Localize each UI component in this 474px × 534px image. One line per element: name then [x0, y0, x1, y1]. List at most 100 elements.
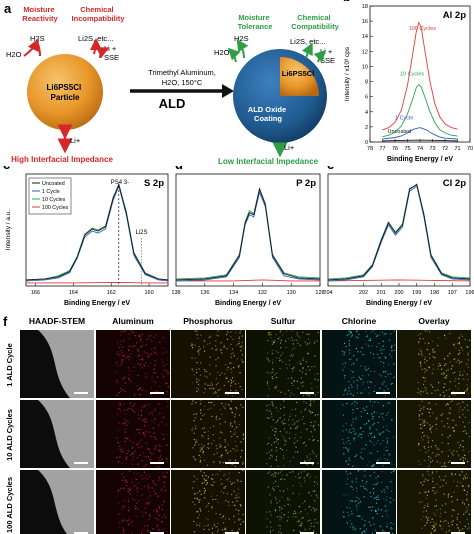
signal-pixel: [151, 420, 153, 422]
signal-pixel: [141, 359, 143, 361]
signal-pixel: [150, 348, 153, 350]
signal-pixel: [462, 528, 464, 530]
h2s-right: H2S: [234, 34, 249, 43]
signal-pixel: [370, 524, 372, 526]
signal-pixel: [353, 381, 355, 383]
signal-pixel: [293, 368, 295, 370]
signal-pixel: [196, 497, 198, 499]
signal-pixel: [301, 522, 303, 524]
signal-pixel: [167, 330, 170, 333]
signal-pixel: [275, 437, 277, 439]
signal-pixel: [230, 368, 232, 370]
signal-pixel: [220, 349, 222, 351]
signal-pixel: [208, 402, 210, 404]
signal-pixel: [466, 373, 468, 375]
signal-pixel: [116, 362, 118, 364]
signal-pixel: [148, 491, 150, 493]
signal-pixel: [424, 419, 426, 421]
signal-pixel: [314, 509, 316, 511]
signal-pixel: [153, 351, 155, 353]
signal-pixel: [160, 450, 162, 452]
signal-pixel: [466, 404, 468, 406]
signal-pixel: [161, 509, 163, 511]
signal-pixel: [422, 431, 424, 434]
signal-pixel: [281, 517, 283, 519]
signal-pixel: [377, 509, 379, 511]
signal-pixel: [424, 387, 426, 389]
signal-pixel: [435, 499, 437, 501]
signal-pixel: [431, 525, 433, 527]
signal-pixel: [206, 525, 208, 527]
signal-pixel: [238, 519, 240, 521]
signal-pixel: [369, 381, 371, 383]
signal-pixel: [270, 514, 272, 516]
signal-pixel: [211, 505, 213, 508]
signal-pixel: [295, 427, 297, 429]
signal-pixel: [314, 500, 316, 502]
signal-pixel: [271, 444, 273, 446]
signal-pixel: [282, 361, 284, 363]
signal-pixel: [369, 391, 371, 393]
signal-pixel: [352, 412, 354, 414]
signal-pixel: [351, 480, 353, 482]
signal-pixel: [122, 505, 124, 507]
signal-pixel: [275, 387, 277, 389]
y-tick-label: 14: [362, 34, 368, 40]
signal-pixel: [445, 482, 447, 484]
signal-pixel: [226, 334, 228, 336]
signal-pixel: [309, 476, 311, 478]
signal-pixel: [459, 374, 461, 376]
signal-pixel: [458, 349, 461, 351]
signal-pixel: [302, 502, 304, 505]
signal-pixel: [235, 495, 237, 497]
signal-pixel: [142, 452, 145, 454]
eds-map-tile: [171, 330, 245, 398]
signal-pixel: [371, 345, 373, 347]
signal-pixel: [132, 524, 134, 526]
signal-pixel: [317, 424, 320, 426]
x-tick-label: 197: [448, 290, 457, 296]
signal-pixel: [385, 385, 387, 387]
x-tick-label: 73: [429, 146, 435, 152]
signal-pixel: [282, 454, 284, 456]
signal-pixel: [157, 466, 159, 468]
signal-pixel: [296, 334, 298, 336]
signal-pixel: [204, 489, 206, 491]
signal-pixel: [342, 511, 344, 513]
signal-pixel: [317, 497, 319, 499]
signal-pixel: [209, 342, 211, 345]
signal-pixel: [196, 511, 198, 513]
signal-pixel: [117, 490, 119, 492]
signal-pixel: [430, 461, 432, 463]
signal-pixel: [292, 456, 294, 458]
signal-pixel: [266, 452, 268, 454]
signal-pixel: [298, 493, 300, 495]
signal-pixel: [271, 349, 273, 351]
signal-pixel: [156, 511, 158, 513]
signal-pixel: [348, 448, 350, 450]
signal-pixel: [356, 402, 358, 404]
signal-pixel: [216, 495, 218, 497]
signal-pixel: [456, 524, 458, 526]
signal-pixel: [313, 525, 315, 528]
signal-pixel: [441, 442, 443, 444]
signal-pixel: [380, 526, 382, 528]
signal-pixel: [214, 526, 217, 528]
signal-pixel: [206, 343, 208, 345]
signal-pixel: [353, 355, 355, 357]
signal-pixel: [283, 490, 285, 492]
signal-pixel: [393, 470, 395, 472]
legend-item: 10 Cycles: [42, 197, 66, 203]
signal-pixel: [466, 363, 468, 365]
signal-pixel: [117, 365, 119, 367]
signal-pixel: [372, 418, 374, 420]
signal-pixel: [158, 457, 160, 459]
signal-pixel: [223, 487, 225, 489]
signal-pixel: [425, 479, 427, 481]
signal-pixel: [306, 394, 308, 396]
signal-pixel: [468, 527, 470, 529]
signal-pixel: [387, 373, 389, 375]
signal-pixel: [306, 428, 308, 431]
signal-pixel: [439, 394, 441, 396]
signal-pixel: [427, 442, 429, 444]
